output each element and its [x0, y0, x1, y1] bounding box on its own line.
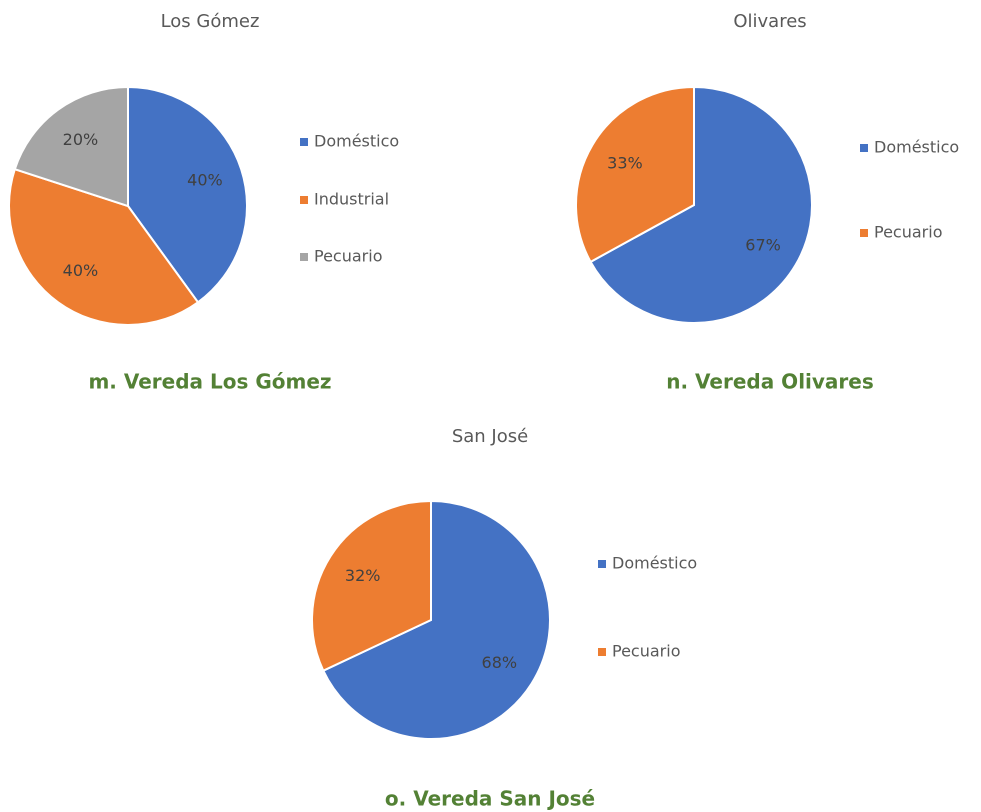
data-label: 40% — [63, 261, 99, 280]
pie-slice — [127, 85, 248, 304]
data-label: 40% — [187, 170, 223, 189]
legend-label: Doméstico — [874, 138, 959, 157]
legend-marker — [598, 648, 606, 656]
chart-title: Los Gómez — [161, 11, 260, 32]
data-label: 32% — [345, 566, 381, 585]
legend-label: Pecuario — [612, 642, 680, 661]
legend-marker — [300, 196, 308, 204]
chart-title: San José — [452, 426, 528, 447]
legend-marker — [300, 138, 308, 146]
data-label: 68% — [482, 653, 518, 672]
pie-slice — [575, 85, 695, 264]
data-label: 20% — [63, 130, 99, 149]
pie-slice — [589, 85, 813, 324]
pie-slice — [13, 85, 129, 208]
legend-marker — [300, 253, 308, 261]
legend-label: Pecuario — [314, 247, 382, 266]
pie-slice — [321, 499, 551, 740]
legend-label: Industrial — [314, 190, 389, 209]
chart-title: Olivares — [733, 11, 806, 32]
pie-slice — [311, 499, 432, 672]
legend-label: Pecuario — [874, 223, 942, 242]
legend-marker — [598, 560, 606, 568]
caption: o. Vereda San José — [385, 787, 595, 811]
caption: n. Vereda Olivares — [666, 370, 874, 394]
data-label: 67% — [745, 235, 781, 254]
legend-label: Doméstico — [612, 554, 697, 573]
caption: m. Vereda Los Gómez — [88, 370, 331, 394]
legend-marker — [860, 229, 868, 237]
data-label: 33% — [607, 154, 643, 173]
legend-marker — [860, 144, 868, 152]
pie-slice — [8, 167, 200, 326]
legend-label: Doméstico — [314, 132, 399, 151]
